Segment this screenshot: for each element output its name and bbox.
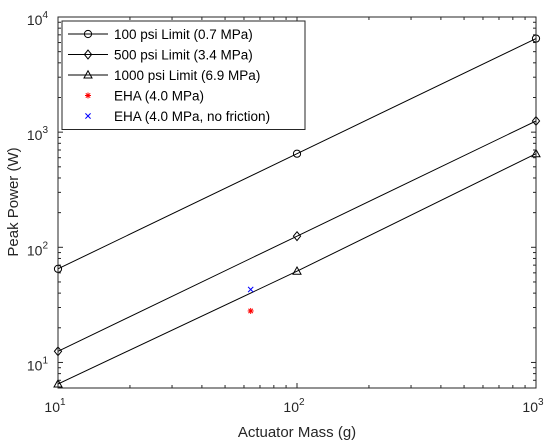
y-tick-label: 103 <box>27 125 49 143</box>
y-axis-label: Peak Power (W) <box>5 147 22 256</box>
legend-label: EHA (4.0 MPa, no friction) <box>114 109 270 124</box>
legend-marker <box>83 49 93 60</box>
series-4-point <box>247 286 254 293</box>
series-1-point <box>292 230 302 242</box>
legend: 100 psi Limit (0.7 MPa) 500 psi Limit (3.… <box>61 20 306 130</box>
series-line-2 <box>57 153 537 385</box>
legend-label: 100 psi Limit (0.7 MPa) <box>114 27 253 42</box>
series-line-0 <box>57 38 537 270</box>
legend-marker <box>83 69 93 79</box>
legend-marker <box>83 29 93 39</box>
series-2-point <box>292 265 302 275</box>
legend-marker <box>85 92 91 99</box>
legend-label: 500 psi Limit (3.4 MPa) <box>114 48 253 63</box>
legend-item: 100 psi Limit (0.7 MPa) <box>68 27 253 42</box>
x-tick-label: 102 <box>283 397 305 415</box>
tick-labels: 101 102 103 101 102 103 104 <box>27 10 544 415</box>
x-axis-label: Actuator Mass (g) <box>238 424 356 441</box>
series-line-1 <box>57 120 537 352</box>
series-lines <box>57 38 537 385</box>
y-tick-label: 104 <box>27 10 49 28</box>
legend-label: EHA (4.0 MPa) <box>114 89 204 104</box>
legend-marker <box>85 113 91 119</box>
y-tick-label: 101 <box>27 355 49 373</box>
series-0-point <box>292 149 302 158</box>
legend-item: 500 psi Limit (3.4 MPa) <box>68 48 253 63</box>
legend-item: EHA (4.0 MPa) <box>85 89 204 104</box>
legend-label: 1000 psi Limit (6.9 MPa) <box>114 68 260 83</box>
plot-frame <box>57 16 537 389</box>
legend-item: EHA (4.0 MPa, no friction) <box>85 109 270 124</box>
series-3-point <box>247 307 254 314</box>
x-tick-label: 103 <box>522 397 544 415</box>
legend-item: 1000 psi Limit (6.9 MPa) <box>68 68 260 83</box>
x-tick-label: 101 <box>44 397 66 415</box>
y-tick-label: 102 <box>27 240 49 258</box>
